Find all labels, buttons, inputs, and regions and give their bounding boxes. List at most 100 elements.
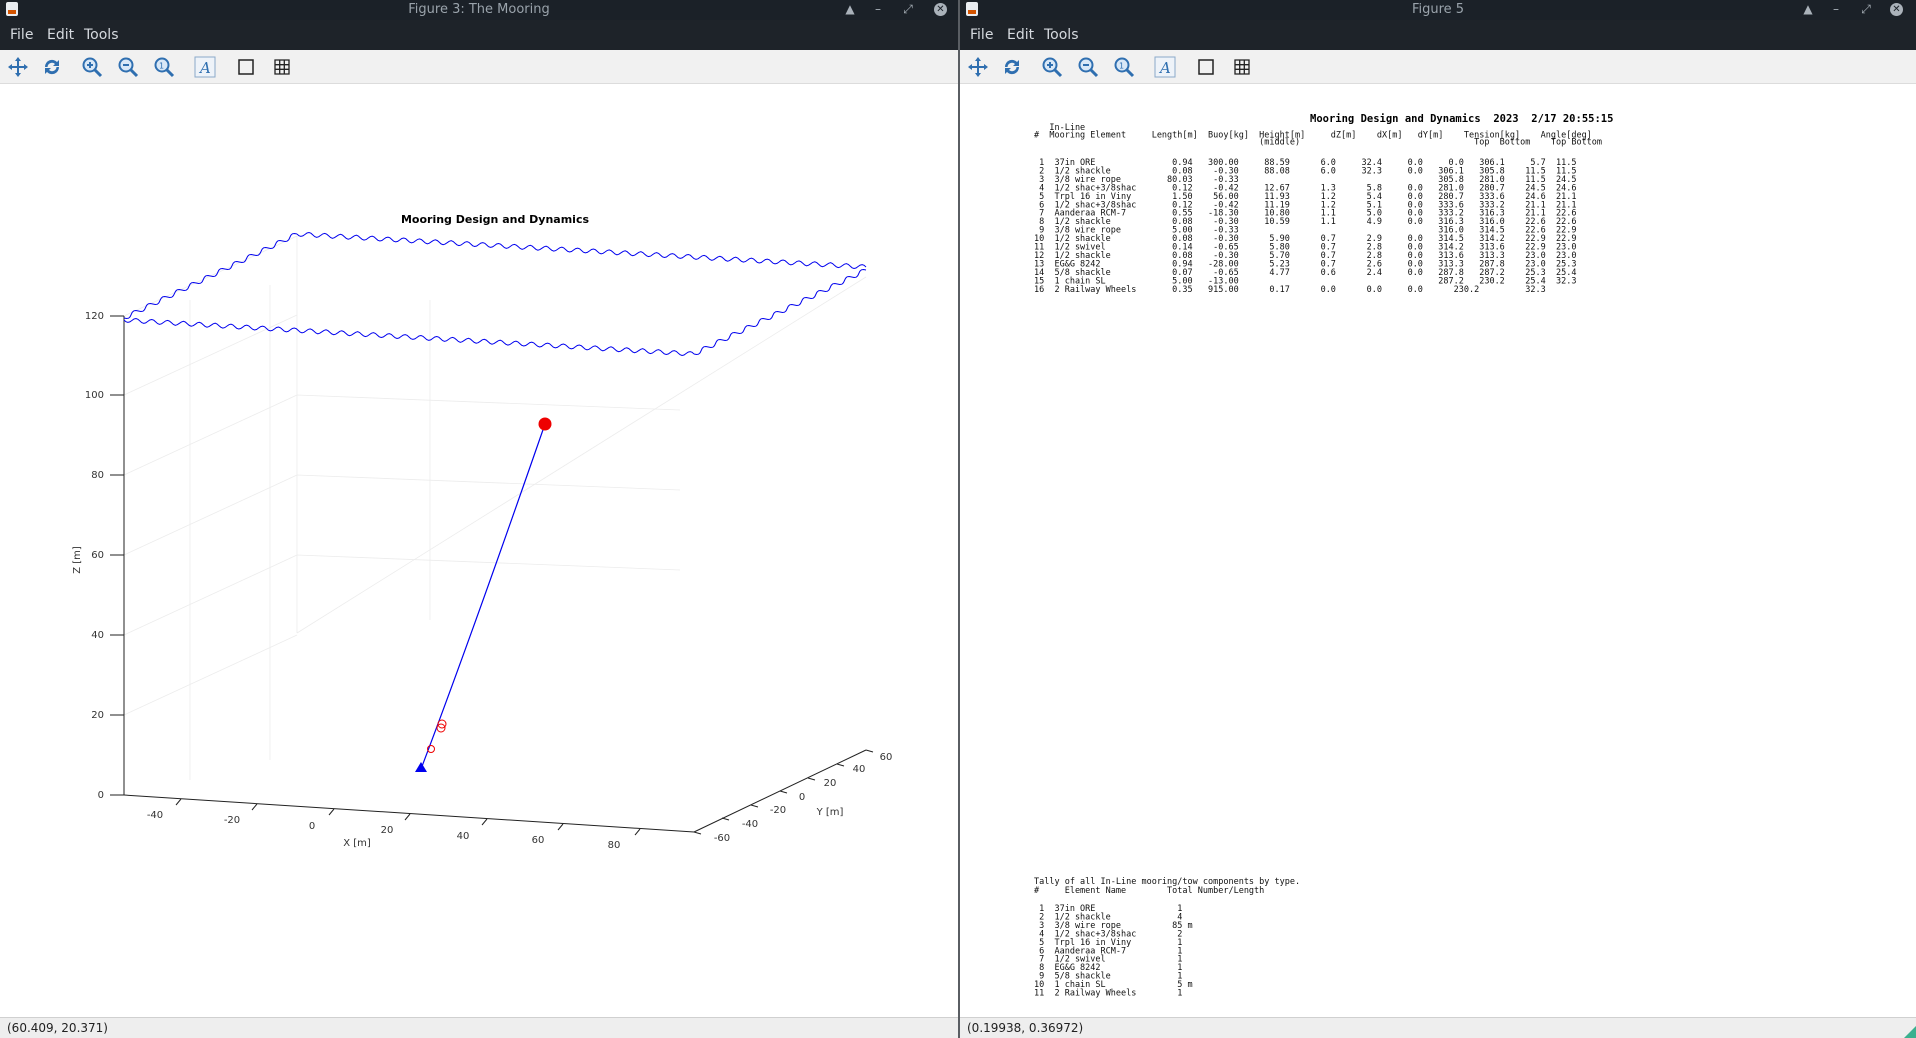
report-row: 14 5/8 shackle 0.07 -0.65 4.77 0.6 2.4 0… <box>1034 268 1576 278</box>
restore-icon[interactable]: ⤢ <box>1861 2 1871 16</box>
svg-text:-60: -60 <box>714 833 730 844</box>
svg-text:0: 0 <box>98 790 104 801</box>
text-insert-icon[interactable]: A <box>1153 55 1177 79</box>
menu-edit[interactable]: Edit <box>1007 27 1035 43</box>
report-canvas[interactable]: Mooring Design and Dynamics 2023 2/17 20… <box>960 84 1916 1018</box>
pan-icon[interactable] <box>966 55 990 79</box>
app-icon <box>966 2 978 16</box>
zoom-out-icon[interactable] <box>116 55 140 79</box>
float-buoy[interactable] <box>538 417 552 431</box>
window-divider <box>958 0 960 1038</box>
z-axis-ticks: 0 20 40 60 80 100 120 <box>85 311 124 801</box>
svg-text:-20: -20 <box>224 815 240 826</box>
axes-box-icon[interactable] <box>234 55 258 79</box>
resize-grip-icon[interactable] <box>1904 1026 1916 1038</box>
svg-text:1: 1 <box>159 62 164 71</box>
report-header: In-Line# Mooring Element Length[m] Buoy[… <box>1034 123 1602 148</box>
minimize-icon[interactable]: – <box>1833 2 1839 16</box>
window-title: Figure 3: The Mooring <box>408 2 550 17</box>
minimize-icon[interactable]: – <box>875 2 881 16</box>
rotate-icon[interactable] <box>1000 55 1024 79</box>
tally-title: Tally of all In-Line mooring/tow compone… <box>1034 877 1300 887</box>
tally-row: 8 EG&G 8242 1 <box>1034 963 1182 973</box>
menu-file[interactable]: File <box>10 27 34 43</box>
svg-text:80: 80 <box>91 470 104 481</box>
report-row: 15 1 chain SL 5.00 -13.00 287.2 230.2 25… <box>1034 276 1576 286</box>
svg-text:20: 20 <box>91 710 104 721</box>
menu-tools[interactable]: Tools <box>84 27 119 43</box>
svg-text:-40: -40 <box>147 810 163 821</box>
status-bar: (60.409, 20.371) <box>0 1017 958 1038</box>
svg-text:40: 40 <box>853 764 866 775</box>
anchor-marker <box>415 762 427 772</box>
svg-text:60: 60 <box>880 752 893 763</box>
tally-row: 2 1/2 shackle 4 <box>1034 912 1182 922</box>
zoom-reset-icon[interactable]: 1 <box>152 55 176 79</box>
tally-row: 1 37in ORE 1 <box>1034 904 1182 914</box>
report-header-line: (middle) Top Bottom Top Bottom <box>1034 138 1602 148</box>
app-icon <box>6 2 18 16</box>
rotate-icon[interactable] <box>40 55 64 79</box>
menu-edit[interactable]: Edit <box>47 27 75 43</box>
svg-text:40: 40 <box>457 831 470 842</box>
tally-row: 3 3/8 wire rope 85 m <box>1034 921 1193 931</box>
y-axis-ticks: -60 -40 -20 0 20 40 60 <box>693 749 893 844</box>
menu-tools[interactable]: Tools <box>1044 27 1079 43</box>
tally-row: 5 Trpl 16 in Viny 1 <box>1034 938 1182 948</box>
svg-text:120: 120 <box>85 311 104 322</box>
pan-icon[interactable] <box>6 55 30 79</box>
tally-row: 7 1/2 swivel 1 <box>1034 955 1182 965</box>
menu-bar: File Edit Tools <box>960 20 1916 50</box>
report-row: 7 Aanderaa RCM-7 0.55 -18.30 10.80 1.1 5… <box>1034 209 1576 219</box>
report-table: 1 37in ORE 0.94 300.00 88.59 6.0 32.4 0.… <box>1034 158 1576 295</box>
report-row: 10 1/2 shackle 0.08 -0.30 5.90 0.7 2.9 0… <box>1034 234 1576 244</box>
axes-lines <box>123 316 867 833</box>
close-icon[interactable]: ✕ <box>934 3 947 16</box>
svg-text:20: 20 <box>824 778 837 789</box>
svg-text:60: 60 <box>532 835 545 846</box>
cursor-coordinates: (60.409, 20.371) <box>7 1021 108 1035</box>
grid-icon[interactable] <box>1230 55 1254 79</box>
plot-canvas[interactable]: Mooring Design and Dynamics <box>0 84 958 1018</box>
x-axis-label: X [m] <box>343 838 371 849</box>
report-row: 6 1/2 shac+3/8shac 0.12 -0.42 11.19 1.2 … <box>1034 200 1576 210</box>
y-axis-label: Y [m] <box>816 807 844 818</box>
tally-row: 9 5/8 shackle 1 <box>1034 972 1182 982</box>
text-insert-icon[interactable]: A <box>193 55 217 79</box>
tally-header: # Element Name Total Number/Length <box>1034 886 1264 896</box>
grid-icon[interactable] <box>270 55 294 79</box>
keep-above-icon[interactable]: ▲ <box>845 2 855 16</box>
report-header-line: # Mooring Element Length[m] Buoy[kg] Hei… <box>1034 130 1592 140</box>
zoom-reset-icon[interactable]: 1 <box>1112 55 1136 79</box>
restore-icon[interactable]: ⤢ <box>903 2 913 16</box>
title-bar: Figure 3: The Mooring ▲ – ⤢ ✕ <box>0 0 958 20</box>
zoom-in-icon[interactable] <box>1040 55 1064 79</box>
svg-text:40: 40 <box>91 630 104 641</box>
report-row: 3 3/8 wire rope 80.03 -0.33 305.8 281.0 … <box>1034 175 1576 185</box>
grid-lines <box>123 235 867 780</box>
keep-above-icon[interactable]: ▲ <box>1803 2 1813 16</box>
svg-text:60: 60 <box>91 550 104 561</box>
report-row: 9 3/8 wire rope 5.00 -0.33 316.0 314.5 2… <box>1034 226 1576 236</box>
sea-surface <box>123 231 867 357</box>
svg-text:-40: -40 <box>742 819 758 830</box>
figure-toolbar: 1 A <box>960 50 1916 84</box>
z-axis-label: Z [m] <box>72 546 83 574</box>
instrument-markers <box>427 719 447 753</box>
svg-text:A: A <box>1158 59 1171 77</box>
tally-row: 11 2 Railway Wheels 1 <box>1034 989 1182 999</box>
zoom-in-icon[interactable] <box>80 55 104 79</box>
close-icon[interactable]: ✕ <box>1890 3 1903 16</box>
axes-box-icon[interactable] <box>1194 55 1218 79</box>
tally-row: 6 Aanderaa RCM-7 1 <box>1034 946 1182 956</box>
zoom-out-icon[interactable] <box>1076 55 1100 79</box>
status-bar: (0.19938, 0.36972) <box>960 1017 1916 1038</box>
menu-file[interactable]: File <box>970 27 994 43</box>
svg-text:0: 0 <box>309 821 315 832</box>
svg-text:1: 1 <box>1119 62 1124 71</box>
svg-text:-20: -20 <box>770 805 786 816</box>
window-title: Figure 5 <box>1411 2 1465 17</box>
report-row: 11 1/2 swivel 0.14 -0.65 5.80 0.7 2.8 0.… <box>1034 243 1576 253</box>
svg-text:0: 0 <box>799 792 805 803</box>
report-row: 5 Trpl 16 in Viny 1.50 56.00 11.93 1.2 5… <box>1034 192 1576 202</box>
